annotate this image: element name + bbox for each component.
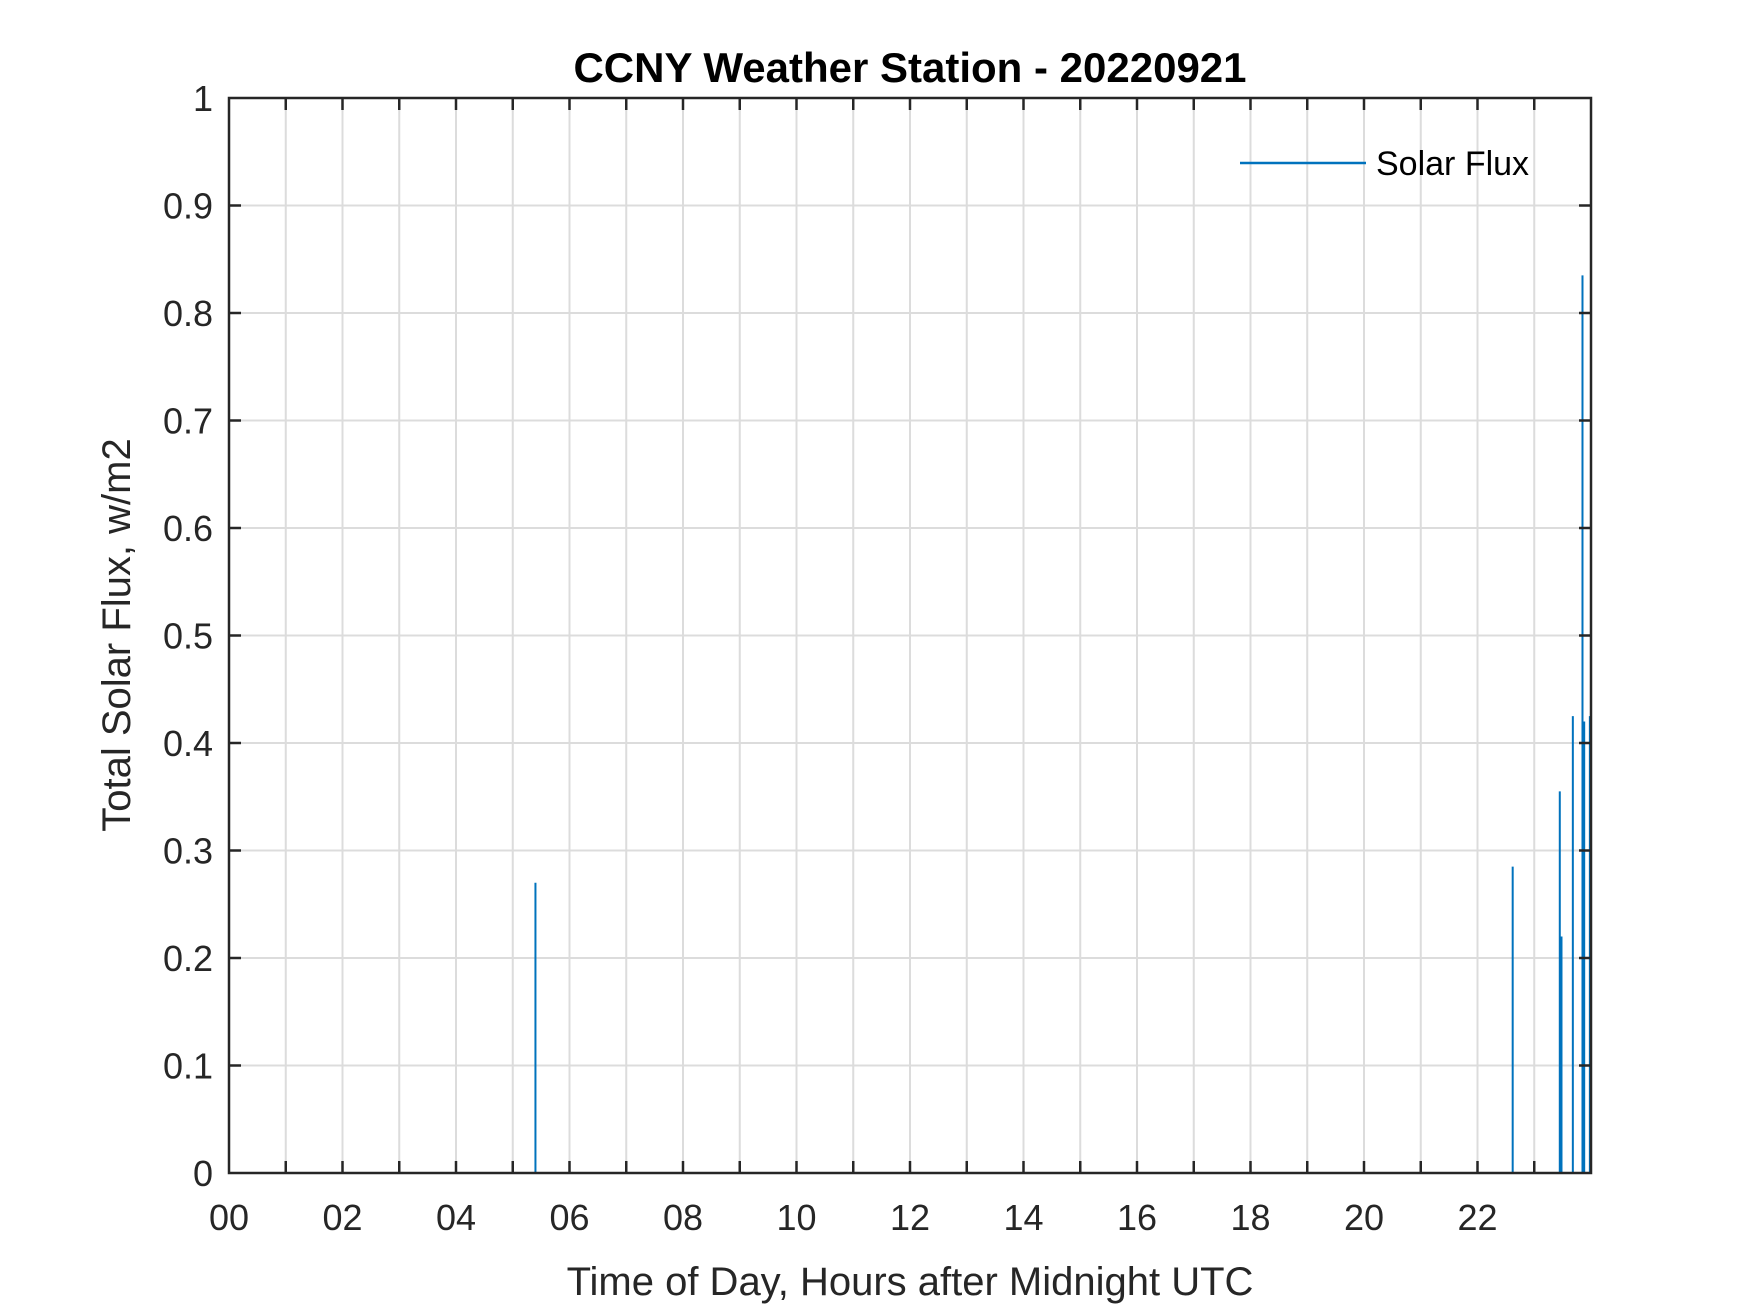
grid	[229, 98, 1591, 1173]
x-tick-label: 20	[1344, 1197, 1384, 1238]
x-tick-label: 18	[1230, 1197, 1270, 1238]
y-tick-label: 0.5	[163, 616, 213, 657]
x-tick-label: 12	[890, 1197, 930, 1238]
x-tick-label: 16	[1117, 1197, 1157, 1238]
x-tick-label: 06	[549, 1197, 589, 1238]
y-tick-label: 0.7	[163, 401, 213, 442]
legend: Solar Flux	[1240, 145, 1529, 183]
x-tick-label: 14	[1003, 1197, 1043, 1238]
x-tick-label: 00	[209, 1197, 249, 1238]
y-tick-label: 0.4	[163, 723, 213, 764]
x-tick-label: 02	[322, 1197, 362, 1238]
x-tick-label: 04	[436, 1197, 476, 1238]
y-tick-label: 0.9	[163, 186, 213, 227]
y-tick-label: 0.2	[163, 938, 213, 979]
x-tick-label: 22	[1457, 1197, 1497, 1238]
y-tick-label: 0.1	[163, 1046, 213, 1087]
legend-label-solar-flux: Solar Flux	[1376, 145, 1529, 183]
axes	[227, 96, 1593, 1175]
x-tick-label: 08	[663, 1197, 703, 1238]
y-axis-label: Total Solar Flux, w/m2	[95, 438, 139, 831]
tick-labels: 00 02 04 06 08 10 12 14 16 18 20 22 0 0.1 0.2 0.3 0.4 0.5…	[163, 78, 1498, 1238]
y-tick-label: 0.6	[163, 508, 213, 549]
y-tick-label: 0.8	[163, 293, 213, 334]
y-tick-label: 1	[193, 78, 213, 119]
x-axis-label: Time of Day, Hours after Midnight UTC	[567, 1260, 1254, 1304]
y-tick-label: 0	[193, 1153, 213, 1194]
y-tick-label: 0.3	[163, 831, 213, 872]
chart-title: CCNY Weather Station - 20220921	[573, 44, 1246, 91]
x-tick-label: 10	[776, 1197, 816, 1238]
